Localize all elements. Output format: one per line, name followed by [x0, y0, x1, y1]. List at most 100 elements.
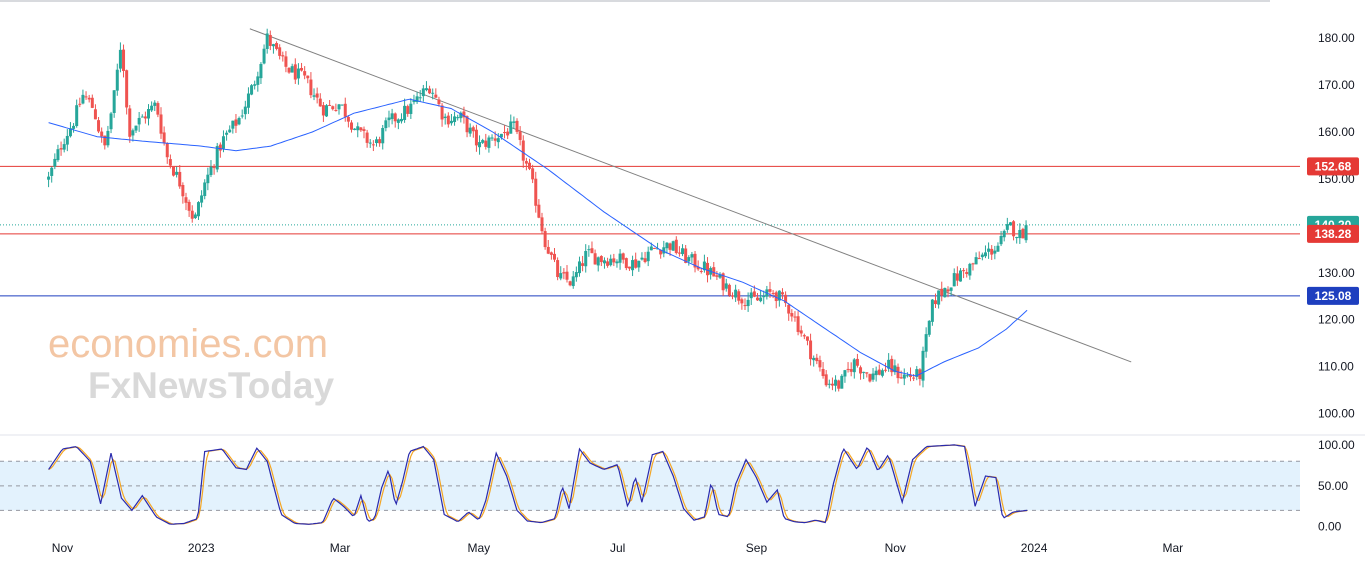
candle-body: [877, 369, 881, 375]
candle-body: [859, 367, 863, 374]
candle-body: [659, 249, 663, 255]
candle-body: [968, 263, 972, 276]
candle-body: [193, 214, 197, 219]
candle-body: [221, 136, 225, 149]
candle-body: [706, 262, 710, 276]
candle-body: [587, 249, 591, 251]
candle-body: [696, 266, 700, 270]
candle-body: [87, 97, 91, 100]
candle-body: [521, 140, 525, 161]
candle-body: [546, 246, 550, 254]
candle-body: [902, 374, 906, 379]
candle-body: [312, 95, 316, 97]
candle-body: [50, 167, 54, 176]
candle-body: [446, 115, 450, 125]
time-tick-label: May: [468, 541, 491, 555]
candle-body: [865, 372, 869, 374]
candle-body: [275, 43, 279, 49]
candle-body: [662, 247, 666, 254]
candle-body: [253, 84, 257, 86]
moving-average-line: [48, 98, 1028, 377]
candle-body: [880, 370, 884, 376]
candle-body: [462, 111, 466, 118]
candle-body: [81, 94, 85, 104]
candle-body: [805, 336, 809, 341]
candle-body: [153, 102, 157, 106]
candle-body: [568, 281, 572, 286]
candle-body: [702, 261, 706, 271]
candle-body: [140, 116, 144, 118]
candle-body: [287, 67, 291, 73]
candle-body: [243, 106, 247, 115]
price-tick-label: 130.00: [1318, 266, 1355, 280]
candle-body: [474, 129, 478, 146]
candle-body: [237, 118, 241, 125]
candle-body: [987, 248, 991, 252]
candle-body: [418, 97, 422, 99]
candle-body: [830, 383, 834, 386]
candle-body: [84, 96, 88, 98]
candle-body: [100, 131, 104, 137]
candle-body: [787, 304, 791, 314]
candle-body: [437, 99, 441, 105]
candle-body: [374, 139, 378, 144]
candle-body: [78, 103, 82, 105]
candle-body: [115, 69, 119, 91]
candle-body: [187, 201, 191, 211]
candle-body: [278, 47, 282, 56]
candle-body: [315, 93, 319, 98]
candle-body: [134, 125, 138, 131]
candle-body: [178, 171, 182, 187]
candle-body: [946, 289, 950, 292]
candle-body: [478, 142, 482, 148]
candle-body: [577, 261, 581, 274]
candle-body: [971, 263, 975, 265]
candle-body: [56, 149, 60, 161]
candle-body: [755, 297, 759, 301]
candle-body: [1021, 228, 1025, 239]
candle-body: [384, 120, 388, 129]
candle-body: [175, 171, 179, 175]
candle-body: [531, 168, 535, 180]
candle-body: [72, 125, 76, 129]
candle-body: [381, 128, 385, 144]
candle-body: [353, 128, 357, 130]
candle-body: [955, 273, 959, 281]
candle-body: [428, 88, 432, 94]
candle-body: [268, 34, 272, 46]
candle-body: [893, 365, 897, 373]
time-tick-label: 2024: [1021, 541, 1048, 555]
candle-body: [868, 374, 872, 382]
candle-body: [574, 272, 578, 278]
candle-body: [977, 258, 981, 260]
candle-body: [228, 129, 232, 133]
candle-body: [421, 88, 425, 97]
candle-body: [581, 263, 585, 266]
candle-body: [168, 159, 172, 166]
candle-body: [109, 113, 113, 130]
candle-body: [496, 138, 500, 143]
candle-body: [240, 115, 244, 117]
candle-body: [852, 359, 856, 373]
candle-body: [403, 105, 407, 121]
candle-body: [812, 357, 816, 361]
candle-body: [665, 242, 669, 249]
candle-body: [443, 116, 447, 119]
level-badge-bg: [1307, 286, 1359, 305]
candle-body: [834, 379, 838, 386]
candle-body: [780, 292, 784, 295]
price-tick-label: 150.00: [1318, 172, 1355, 186]
candle-body: [584, 250, 588, 267]
candle-body: [284, 56, 288, 67]
candle-body: [884, 369, 888, 371]
candle-body: [571, 276, 575, 287]
candle-body: [793, 316, 797, 318]
candle-body: [171, 166, 175, 176]
candle-body: [112, 90, 116, 114]
candle-body: [802, 335, 806, 337]
candle-body: [262, 48, 266, 64]
candle-body: [378, 139, 382, 144]
candle-body: [965, 272, 969, 275]
level-badge: 138.28: [1315, 227, 1352, 241]
